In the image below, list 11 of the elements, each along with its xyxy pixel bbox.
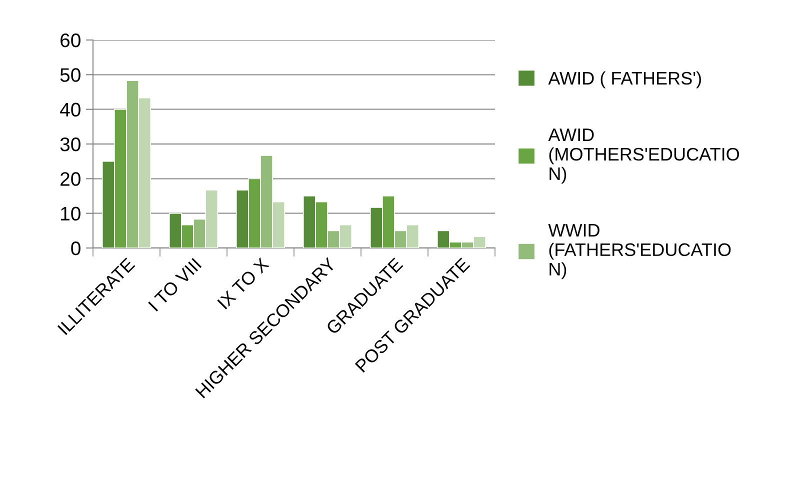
y-tick-label: 30	[60, 137, 80, 152]
y-tick-label: 10	[61, 206, 80, 221]
y-tick-label: 0	[71, 241, 80, 256]
y-tick-label: 50	[60, 68, 80, 82]
x-tick-label: I TO VIII	[148, 258, 202, 312]
y-tick-label: 60	[60, 33, 80, 48]
y-tick-label: 40	[60, 102, 80, 117]
legend-label: AWID ( FATHERS')	[548, 71, 701, 88]
y-tick-label: 20	[60, 172, 80, 186]
legend-label: AWID (MOTHERS'EDUCATION)	[548, 128, 740, 184]
legend-label: WWID (FATHERS'EDUCATION)	[548, 224, 731, 280]
